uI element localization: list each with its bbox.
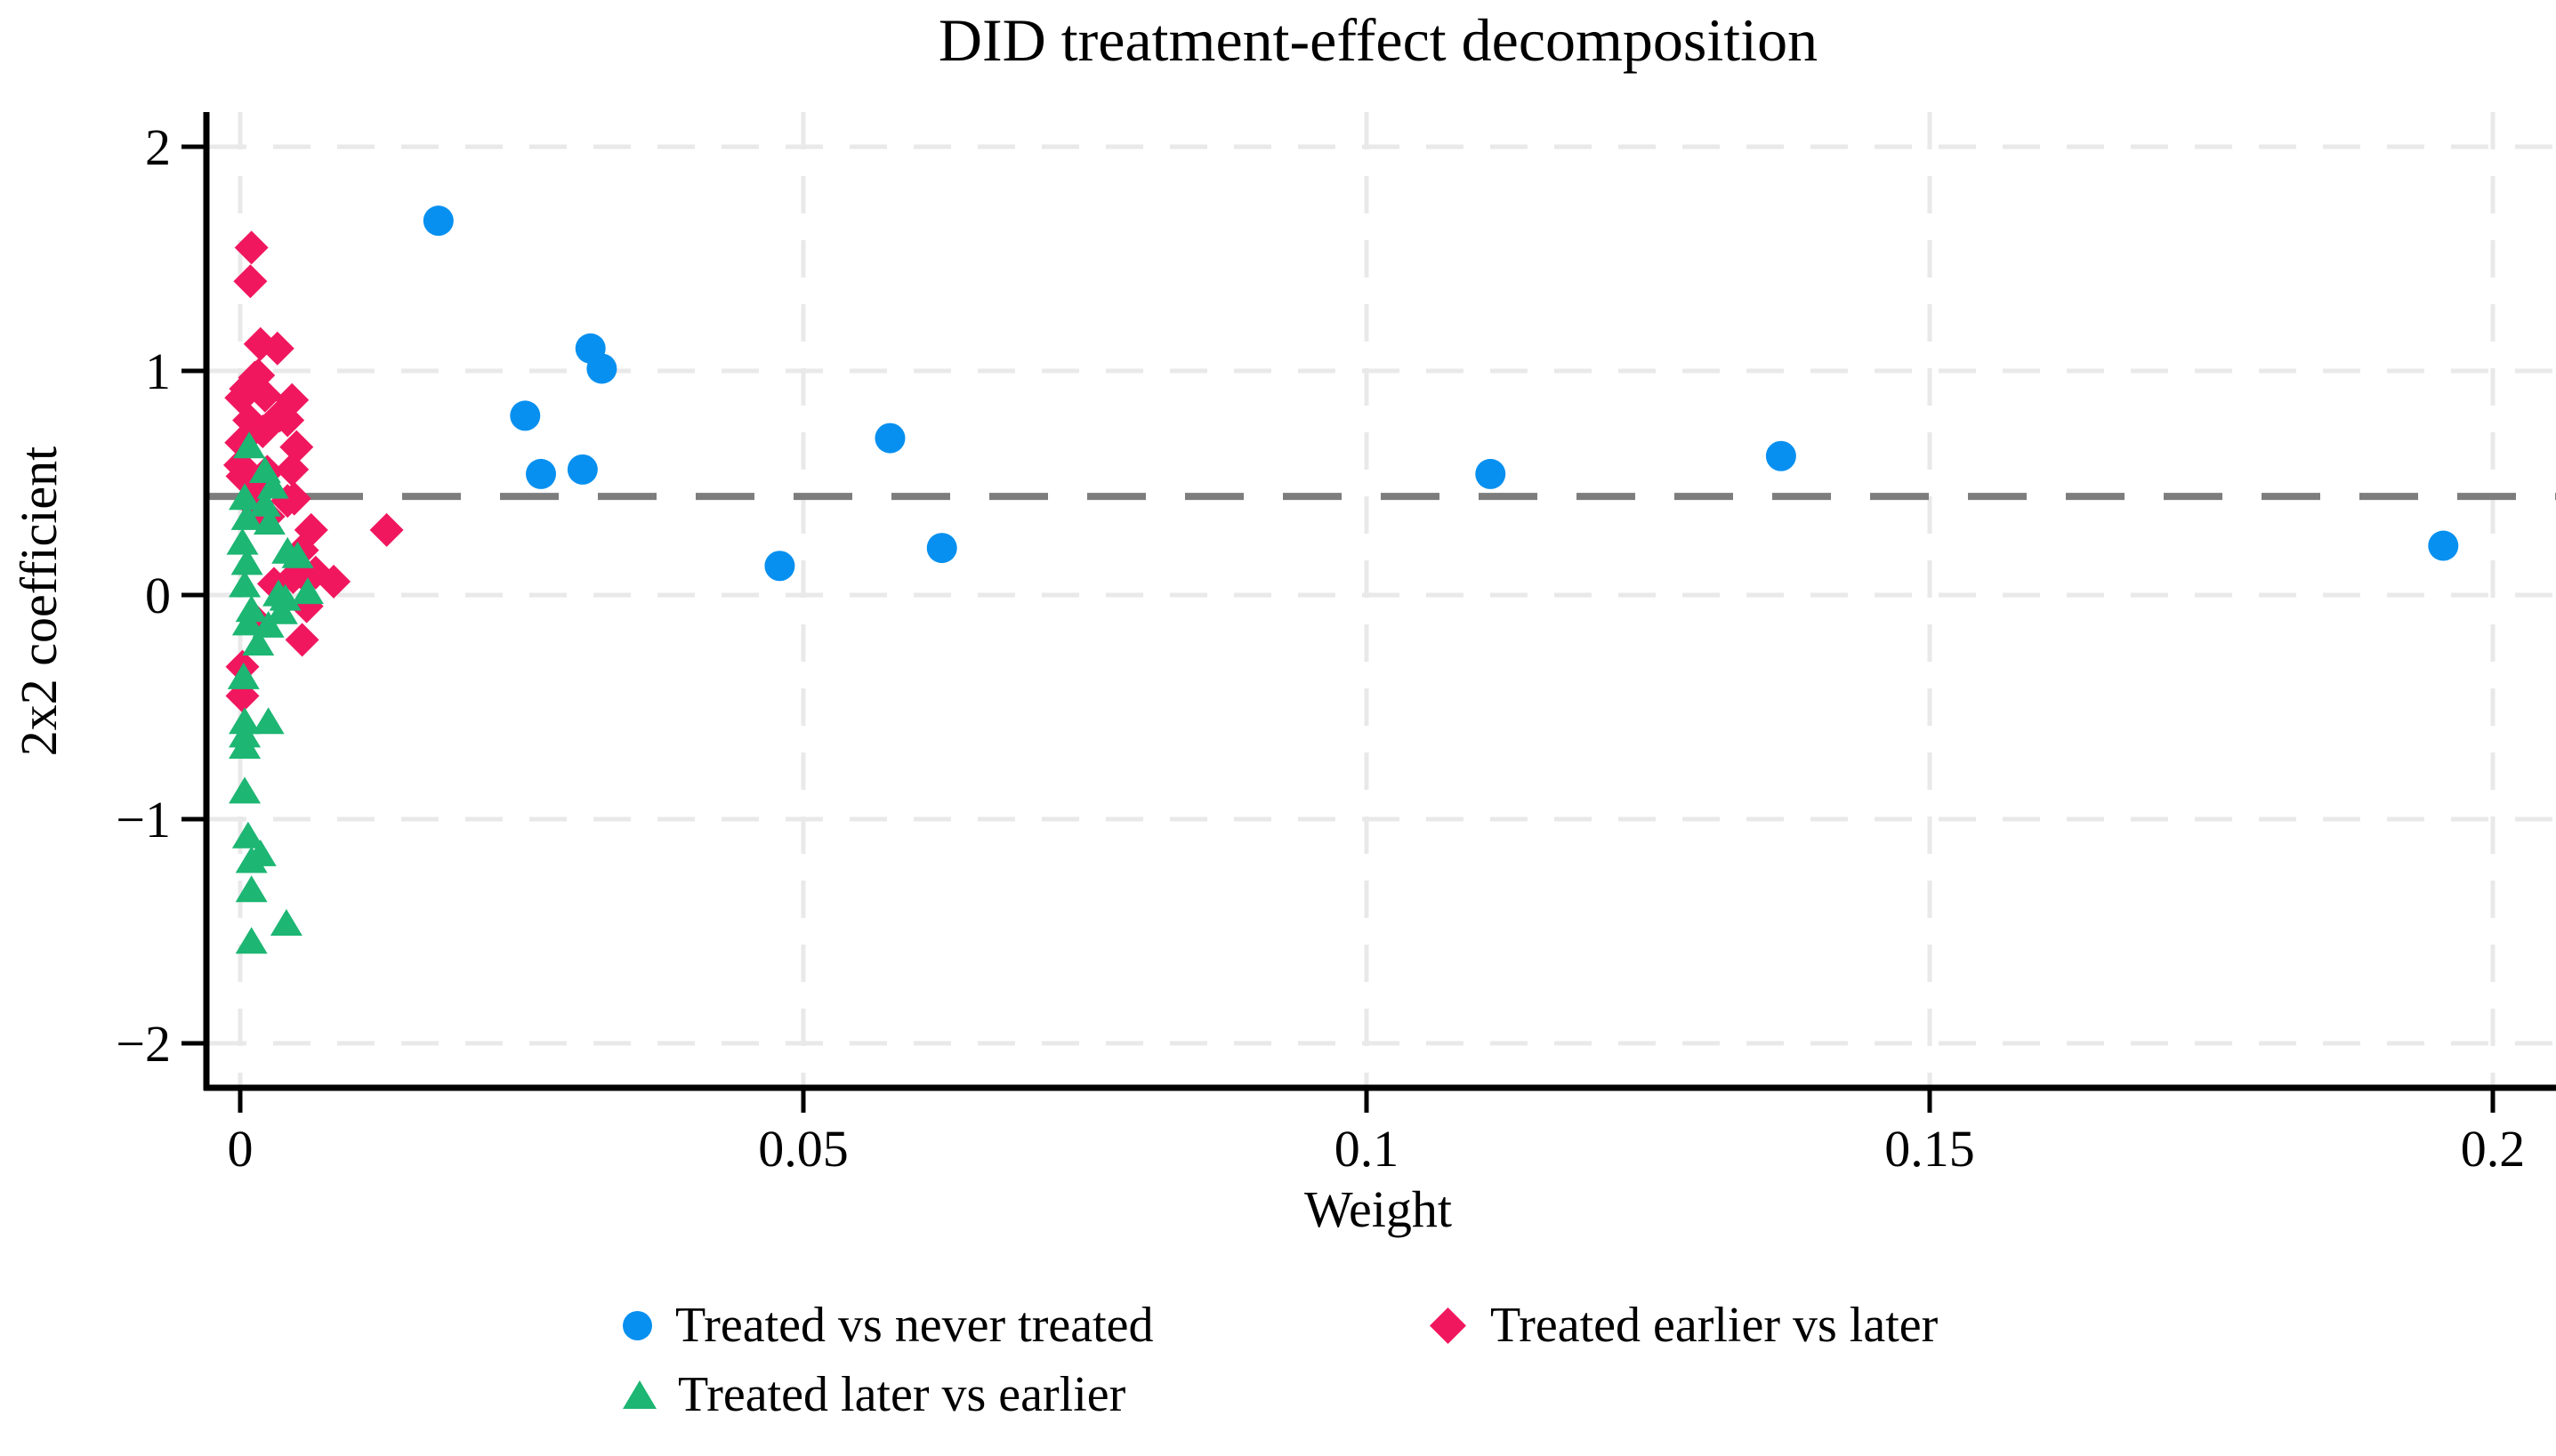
data-point-triangle <box>235 595 268 623</box>
data-point-circle <box>875 422 906 454</box>
legend-item-later-vs-earlier: Treated later vs earlier <box>623 1366 1425 1423</box>
data-point-triangle <box>235 875 268 903</box>
data-point-diamond <box>285 623 319 657</box>
data-point-triangle <box>291 577 324 605</box>
triangle-marker-icon <box>623 1380 657 1409</box>
data-point-triangle <box>233 431 266 459</box>
data-point-diamond <box>279 430 314 464</box>
legend-item-never-treated: Treated vs never treated <box>623 1297 1425 1354</box>
x-tick-label: 0.1 <box>1334 1120 1399 1178</box>
y-tick-label: 1 <box>145 342 171 400</box>
data-point-triangle <box>252 707 285 735</box>
x-axis-label: Weight <box>1303 1180 1453 1238</box>
data-point-triangle <box>265 597 298 624</box>
data-point-triangle <box>229 707 262 735</box>
data-point-circle <box>586 353 617 384</box>
data-point-triangle <box>281 541 314 568</box>
y-tick-label: 0 <box>145 567 171 624</box>
chart-title: DID treatment-effect decomposition <box>938 6 1818 74</box>
data-point-triangle <box>229 776 262 804</box>
data-point-circle <box>1475 458 1506 489</box>
legend-label: Treated later vs earlier <box>678 1367 1126 1422</box>
legend: Treated vs never treated Treated earlier… <box>623 1297 1938 1423</box>
data-point-circle <box>567 454 598 485</box>
data-point-circle <box>764 551 795 582</box>
data-point-diamond <box>234 230 269 265</box>
legend-label: Treated vs never treated <box>675 1298 1154 1353</box>
data-point-circle <box>510 400 541 431</box>
data-point-triangle <box>270 909 302 937</box>
data-point-diamond <box>275 452 310 487</box>
data-point-triangle <box>248 489 281 517</box>
legend-item-earlier-vs-later: Treated earlier vs later <box>1425 1297 1938 1354</box>
data-point-triangle <box>235 846 268 873</box>
data-point-triangle <box>229 570 262 598</box>
data-point-diamond <box>260 331 294 366</box>
data-point-diamond <box>277 481 311 516</box>
data-point-triangle <box>227 662 260 689</box>
data-point-triangle <box>230 503 263 530</box>
legend-label: Treated earlier vs later <box>1490 1298 1939 1353</box>
data-point-diamond <box>247 378 282 413</box>
y-tick-label: 2 <box>145 118 171 176</box>
data-point-triangle <box>231 821 264 849</box>
data-point-triangle <box>242 629 275 656</box>
data-point-triangle <box>235 927 268 954</box>
x-tick-label: 0.2 <box>2461 1120 2526 1178</box>
y-tick-label: −1 <box>116 791 171 849</box>
data-point-circle <box>1765 440 1796 471</box>
x-tick-label: 0.15 <box>1884 1120 1975 1178</box>
data-point-triangle <box>229 731 262 759</box>
data-point-triangle <box>231 608 264 636</box>
x-tick-label: 0 <box>228 1120 254 1178</box>
data-point-triangle <box>230 548 263 575</box>
data-point-circle <box>2428 530 2459 561</box>
data-point-circle <box>926 533 957 564</box>
data-point-triangle <box>252 610 285 638</box>
y-tick-label: −2 <box>116 1015 171 1073</box>
data-point-triangle <box>226 527 259 555</box>
data-point-diamond <box>317 564 351 599</box>
diamond-marker-icon <box>1429 1307 1467 1344</box>
data-point-triangle <box>253 507 286 535</box>
data-point-circle <box>423 205 454 237</box>
data-point-diamond <box>369 512 404 547</box>
data-point-circle <box>526 458 557 489</box>
x-tick-label: 0.05 <box>758 1120 849 1178</box>
data-point-triangle <box>269 583 302 611</box>
data-point-diamond <box>233 264 268 299</box>
y-axis-label: 2x2 coefficient <box>10 446 68 757</box>
data-point-triangle <box>229 483 262 511</box>
circle-marker-icon <box>623 1310 652 1340</box>
